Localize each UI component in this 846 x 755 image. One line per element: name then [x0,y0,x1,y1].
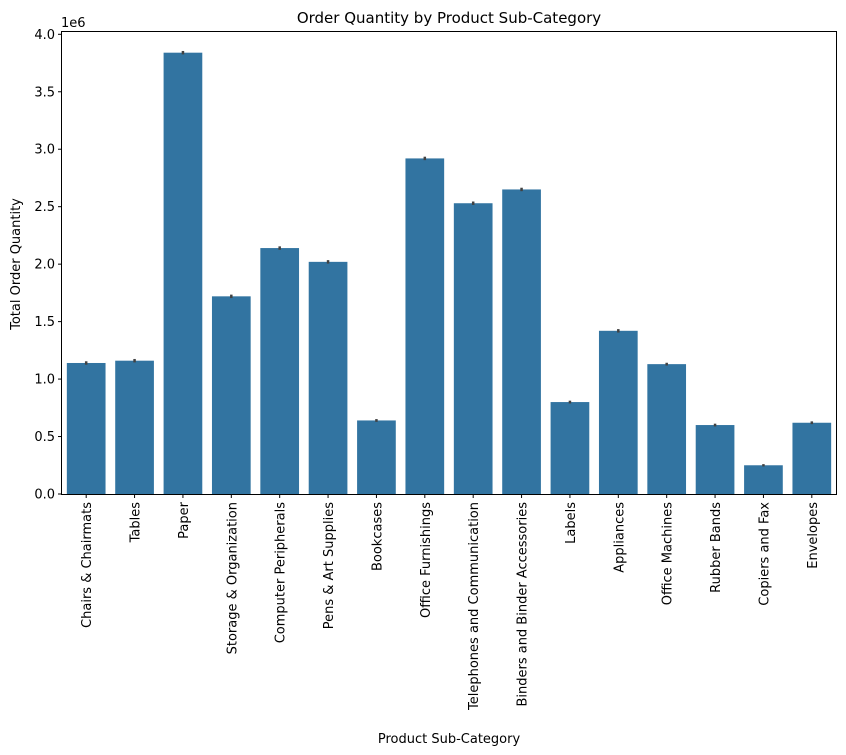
x-tick-label: Labels [564,502,579,544]
y-axis-ticks: 0.0 0.5 1.0 1.5 2.0 2.5 3.0 3.5 4.0 [34,28,62,503]
x-tick-label: Binders and Binder Accessories [516,502,531,707]
y-tick-label: 1.0 [34,373,55,388]
bar [308,261,348,494]
bar [550,402,590,494]
y-tick-label: 1.5 [34,315,55,330]
x-tick-label: Paper [177,501,192,538]
x-tick-label: Rubber Bands [709,502,724,593]
x-axis-label: Product Sub-Category [378,732,521,747]
bar [115,360,154,494]
bars-group [66,52,832,495]
y-tick-label: 4.0 [34,28,55,43]
y-tick-label: 0.0 [34,488,55,503]
x-tick-label: Copiers and Fax [757,502,772,606]
bar [792,422,832,494]
bar [453,203,493,494]
bar [357,420,396,494]
bar [163,52,203,495]
bar [405,158,445,494]
x-tick-label: Chairs & Chairmats [80,502,95,628]
y-tick-label: 2.5 [34,200,55,215]
bar [744,465,783,494]
chart-title: Order Quantity by Product Sub-Category [297,9,601,27]
y-offset-label: 1e6 [61,16,86,31]
bar [695,425,735,494]
y-tick-label: 2.0 [34,258,55,273]
x-tick-label: Envelopes [806,502,821,569]
x-axis-ticks: Chairs & Chairmats Tables Paper Storage & O… [80,494,821,711]
bar [260,248,300,494]
x-tick-label: Bookcases [370,502,385,571]
x-tick-label: Computer Peripherals [274,502,289,644]
bar [66,362,106,494]
y-tick-label: 0.5 [34,430,55,445]
x-tick-label: Tables [129,502,144,544]
plot-frame [61,31,837,495]
x-tick-label: Office Furnishings [419,502,434,618]
bar [502,189,541,494]
x-tick-label: Appliances [612,502,627,573]
y-axis-label: Total Order Quantity [9,198,24,331]
y-tick-label: 3.5 [34,85,55,100]
errorbars-group [84,50,814,467]
x-tick-label: Pens & Art Supplies [322,502,337,629]
bar [598,330,638,494]
bar [211,296,251,494]
x-tick-label: Office Machines [661,502,676,605]
y-tick-label: 3.0 [34,143,55,158]
x-tick-label: Storage & Organization [225,502,240,654]
bar [647,364,687,494]
x-tick-label: Telephones and Communication [467,502,482,711]
